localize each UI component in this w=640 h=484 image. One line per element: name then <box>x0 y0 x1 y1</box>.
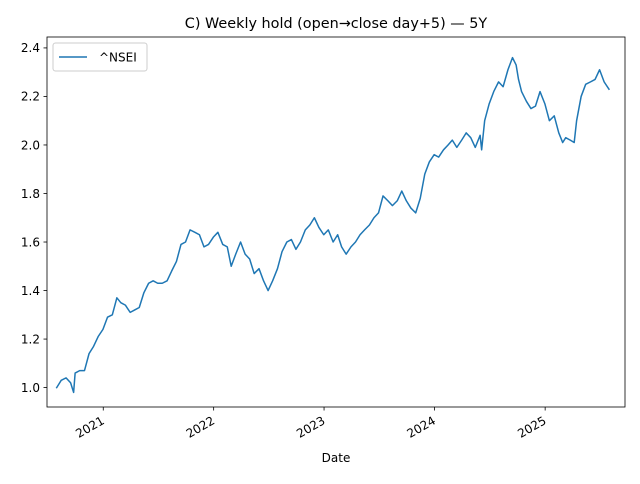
y-tick-label: 2.2 <box>21 90 40 104</box>
y-axis-ticks: 1.0 1.2 1.4 1.6 1.8 2.0 2.2 2.4 <box>21 41 47 395</box>
y-tick-label: 2.4 <box>21 41 40 55</box>
y-tick-label: 1.6 <box>21 235 40 249</box>
legend: ^NSEI <box>52 42 148 72</box>
legend-box <box>52 42 148 72</box>
y-tick-label: 1.4 <box>21 284 40 298</box>
x-axis-label: Date <box>322 451 351 465</box>
plot-area <box>46 36 626 408</box>
y-tick-label: 1.2 <box>21 332 40 346</box>
y-tick-label: 1.8 <box>21 187 40 201</box>
series-line-nsei <box>55 56 611 394</box>
chart-title: C) Weekly hold (open→close day+5) — 5Y <box>185 16 488 32</box>
legend-label: ^NSEI <box>99 51 137 65</box>
y-tick-label: 2.0 <box>21 138 40 152</box>
y-tick-label: 1.0 <box>21 381 40 395</box>
